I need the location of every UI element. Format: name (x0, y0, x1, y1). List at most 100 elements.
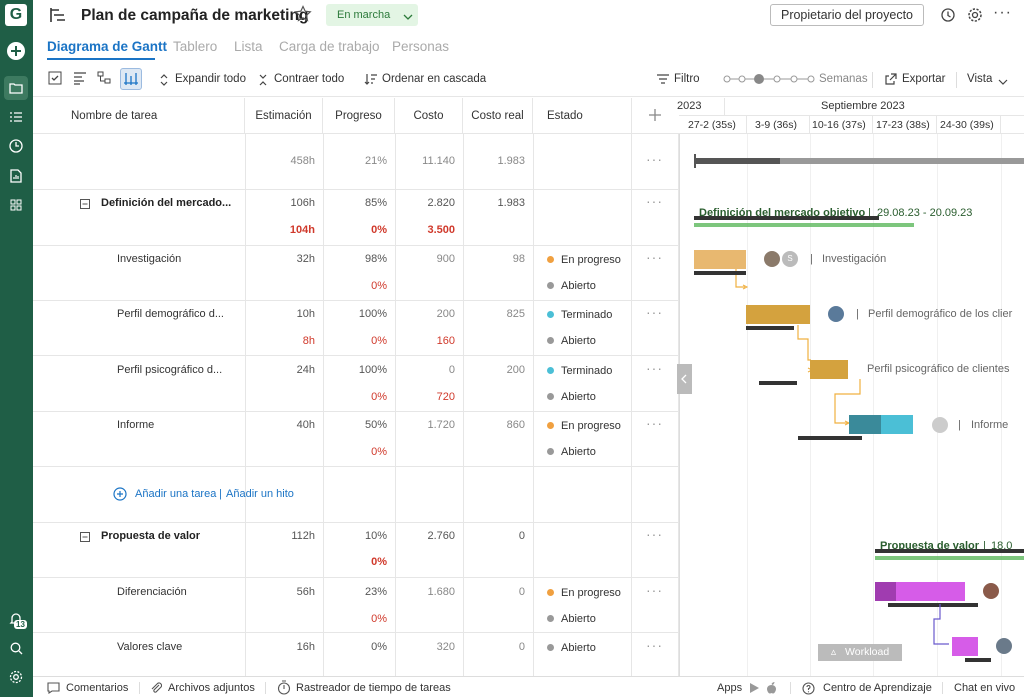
more-options-icon[interactable]: ··· (993, 4, 1012, 21)
status-badge[interactable]: Abierto (547, 613, 596, 625)
row-menu-icon[interactable]: ··· (646, 304, 663, 320)
settings-gear-icon[interactable] (967, 7, 983, 26)
settings-gear-icon[interactable] (4, 665, 28, 689)
status-badge[interactable]: Abierto (547, 280, 596, 292)
dependency-lines (735, 260, 861, 426)
comments-button[interactable]: Comentarios (66, 682, 129, 694)
play-store-icon[interactable] (749, 682, 760, 697)
task-bar[interactable] (952, 637, 978, 656)
task-template-icon[interactable] (73, 71, 87, 88)
zoom-slider[interactable] (723, 72, 815, 86)
avatar[interactable] (764, 251, 780, 267)
status-badge[interactable]: En progreso (547, 420, 621, 432)
row-menu-icon[interactable]: ··· (646, 637, 663, 653)
list-icon[interactable] (4, 105, 28, 129)
col-header-cost[interactable]: Costo (395, 98, 463, 134)
critical-path-toggle[interactable] (120, 68, 142, 90)
time-tracker-button[interactable]: Rastreador de tiempo de tareas (296, 682, 451, 694)
clock-icon[interactable] (4, 134, 28, 158)
add-task-link[interactable]: Añadir una tarea (135, 488, 217, 500)
row-menu-icon[interactable]: ··· (646, 526, 663, 542)
projects-folder-icon[interactable] (4, 76, 28, 100)
history-icon[interactable] (940, 7, 956, 26)
apps-label[interactable]: Apps (717, 682, 743, 694)
status-badge[interactable]: En progreso (547, 587, 621, 599)
task-name[interactable]: Perfil demográfico d... (117, 308, 224, 320)
tab-board[interactable]: Tablero (173, 39, 218, 54)
summary-cost: 11.140 (422, 155, 455, 167)
avatar[interactable]: S (782, 251, 798, 267)
row-menu-icon[interactable]: ··· (646, 193, 663, 209)
col-header-task-name[interactable]: Nombre de tarea (33, 98, 245, 134)
export-icon (884, 72, 898, 89)
task-name[interactable]: Investigación (117, 253, 182, 265)
search-icon[interactable] (4, 636, 28, 660)
group-name[interactable]: Definición del mercado... (101, 197, 232, 209)
pane-collapse-handle[interactable] (677, 364, 692, 394)
col-header-estimate[interactable]: Estimación (245, 98, 323, 134)
col-header-status[interactable]: Estado (533, 98, 632, 134)
status-badge[interactable]: Abierto (547, 446, 596, 458)
row-menu-icon[interactable]: ··· (646, 249, 663, 265)
row-menu-icon[interactable]: ··· (646, 151, 663, 167)
task-bar[interactable] (875, 582, 965, 601)
task-name[interactable]: Diferenciación (117, 586, 187, 598)
tab-list[interactable]: Lista (234, 39, 263, 54)
add-milestone-link[interactable]: Añadir un hito (226, 488, 294, 500)
filter-button[interactable]: Filtro (674, 73, 700, 85)
collapse-group-icon[interactable] (80, 531, 90, 545)
row-menu-icon[interactable]: ··· (646, 360, 663, 376)
group-name[interactable]: Propuesta de valor (101, 530, 201, 542)
project-owner-button[interactable]: Propietario del proyecto (770, 4, 924, 26)
add-circle-icon[interactable] (113, 487, 127, 504)
task-bar[interactable] (810, 360, 848, 379)
tab-people[interactable]: Personas (392, 39, 450, 54)
favorite-star-icon[interactable] (294, 5, 312, 26)
collapse-all-button[interactable]: Contraer todo (274, 73, 345, 85)
tab-workload[interactable]: Carga de trabajo (279, 39, 380, 54)
col-header-actual-cost[interactable]: Costo real (463, 98, 533, 134)
task-name[interactable]: Valores clave (117, 641, 183, 653)
project-summary-bar[interactable] (694, 158, 1024, 164)
apple-icon[interactable] (766, 681, 777, 697)
add-icon[interactable] (4, 39, 28, 63)
add-column-plus-icon[interactable] (648, 108, 662, 125)
status-badge[interactable]: Abierto (547, 642, 596, 654)
status-badge[interactable]: Terminado (547, 365, 612, 377)
col-header-progress[interactable]: Progreso (323, 98, 395, 134)
avatar[interactable] (996, 638, 1012, 654)
notifications-bell-icon[interactable]: 13 (4, 607, 28, 631)
status-badge[interactable]: En progreso (547, 254, 621, 266)
tab-gantt[interactable]: Diagrama de Gantt (47, 39, 168, 54)
group-bar[interactable] (875, 549, 1024, 553)
app-logo[interactable]: G (5, 4, 27, 26)
task-name[interactable]: Informe (117, 419, 155, 431)
task-bar[interactable] (746, 305, 810, 324)
collapse-group-icon[interactable] (80, 198, 90, 212)
avatar[interactable] (828, 306, 844, 322)
avatar[interactable] (983, 583, 999, 599)
apps-grid-icon[interactable] (4, 193, 28, 217)
row-menu-icon[interactable]: ··· (646, 415, 663, 431)
task-bar[interactable] (694, 250, 746, 269)
row-menu-icon[interactable]: ··· (646, 582, 663, 598)
workload-toggle-button[interactable]: ▵ Workload (818, 644, 902, 661)
export-button[interactable]: Exportar (902, 73, 946, 85)
group-baseline-bar (694, 223, 914, 227)
avatar[interactable] (932, 417, 948, 433)
attachments-button[interactable]: Archivos adjuntos (168, 682, 255, 694)
hierarchy-icon[interactable] (97, 71, 111, 88)
group-bar[interactable] (694, 216, 879, 220)
learning-center-button[interactable]: Centro de Aprendizaje (823, 682, 932, 694)
expand-all-button[interactable]: Expandir todo (175, 73, 246, 85)
status-badge[interactable]: Terminado (547, 309, 612, 321)
live-chat-button[interactable]: Chat en vivo (954, 682, 1016, 694)
reports-icon[interactable] (4, 164, 28, 188)
view-dropdown[interactable]: Vista (967, 73, 993, 85)
status-badge[interactable]: Abierto (547, 391, 596, 403)
task-name[interactable]: Perfil psicográfico d... (117, 364, 223, 376)
cascade-sort-button[interactable]: Ordenar en cascada (382, 73, 487, 85)
project-status-dropdown[interactable]: En marcha (326, 4, 418, 26)
status-badge[interactable]: Abierto (547, 335, 596, 347)
checkbox-select-icon[interactable] (48, 71, 62, 88)
